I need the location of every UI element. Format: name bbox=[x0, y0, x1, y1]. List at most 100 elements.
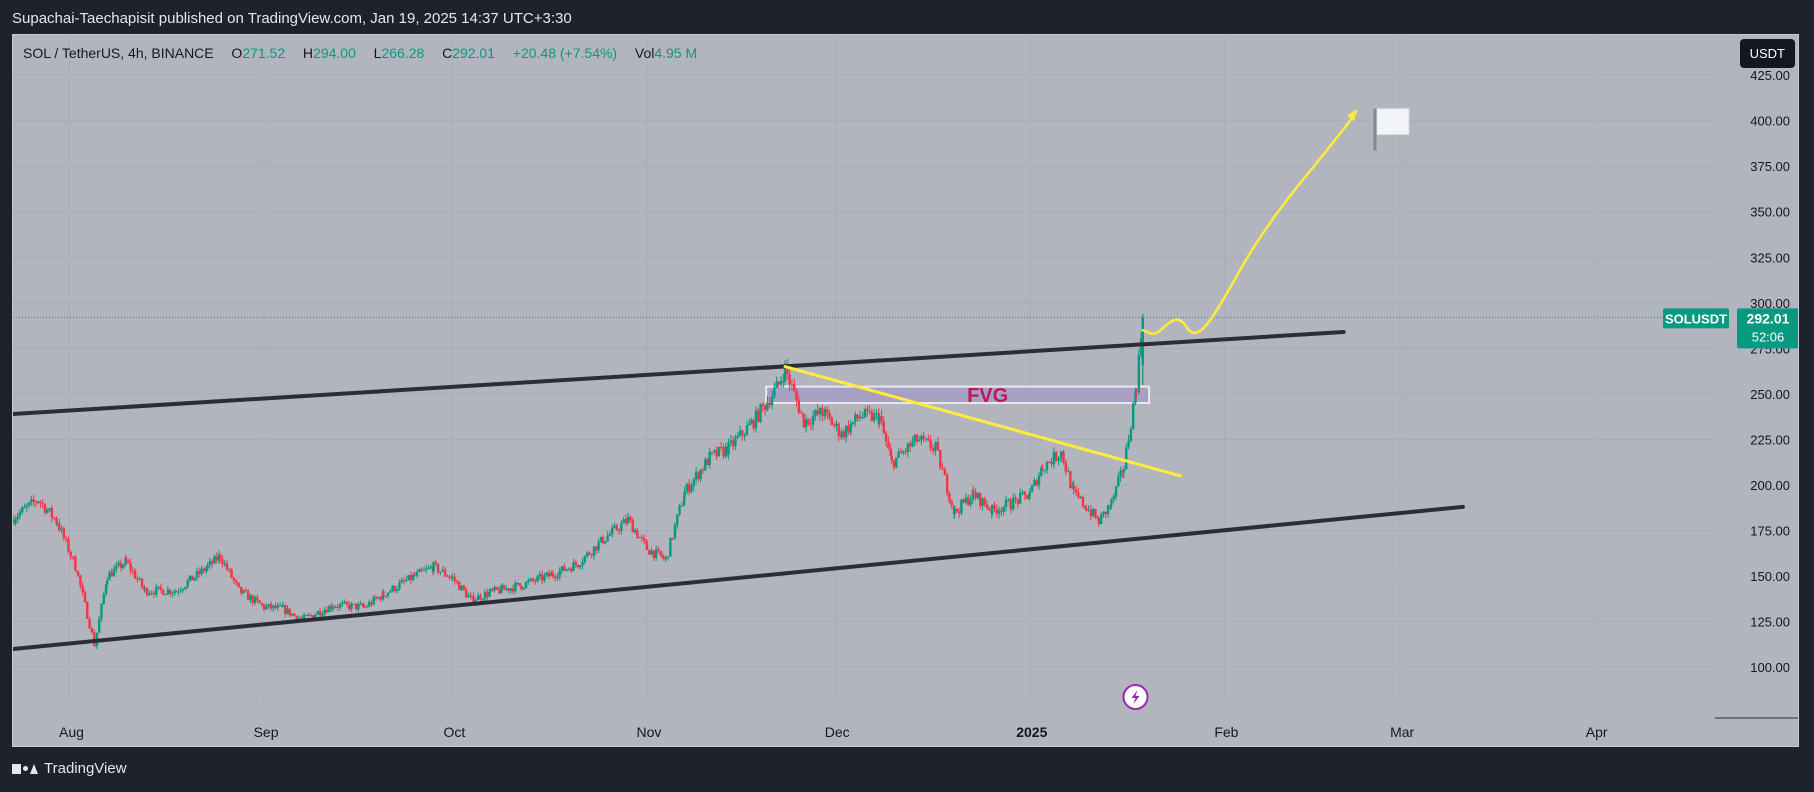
candle-body bbox=[941, 467, 944, 470]
candle-body bbox=[565, 569, 568, 571]
candle-body bbox=[469, 595, 473, 597]
candle-body bbox=[16, 516, 19, 520]
symbol-title[interactable]: SOL / TetherUS, 4h, BINANCE bbox=[23, 45, 214, 61]
candle-body bbox=[750, 420, 753, 424]
candle-body bbox=[713, 450, 716, 452]
candle-body bbox=[1074, 489, 1078, 493]
candle-body bbox=[590, 554, 593, 556]
candle-body bbox=[188, 575, 192, 581]
candle-body bbox=[974, 492, 977, 499]
candle-body bbox=[504, 588, 508, 590]
candle-body bbox=[458, 581, 461, 591]
candle-body bbox=[39, 501, 42, 504]
candle-body bbox=[110, 572, 113, 577]
candle-body bbox=[741, 430, 744, 436]
candle-body bbox=[560, 566, 564, 571]
candle-body bbox=[237, 582, 240, 587]
candle-body bbox=[969, 499, 972, 505]
currency-button[interactable]: USDT bbox=[1739, 39, 1795, 68]
candle-body bbox=[889, 448, 892, 456]
candle-body bbox=[511, 588, 515, 592]
candle-body bbox=[177, 591, 180, 593]
candle-body bbox=[976, 493, 980, 499]
candle-body bbox=[293, 613, 296, 616]
brand-name[interactable]: TradingView bbox=[44, 760, 127, 777]
candle-body bbox=[545, 572, 548, 576]
tradingview-logo-icon[interactable] bbox=[12, 763, 38, 774]
candle-body bbox=[687, 483, 691, 492]
candle-body bbox=[382, 591, 385, 596]
candle-body bbox=[122, 564, 125, 568]
candle-body bbox=[345, 601, 349, 605]
candle-body bbox=[1072, 485, 1075, 490]
candle-body bbox=[218, 554, 222, 560]
candle-body bbox=[759, 404, 762, 422]
candle-body bbox=[844, 425, 848, 438]
candle-body bbox=[768, 402, 771, 406]
candle-body bbox=[225, 563, 229, 570]
chart-pane[interactable]: 100.00 125.00 150.00 175.00 200.00 225.00 250.… bbox=[12, 34, 1799, 747]
candle-body bbox=[547, 572, 551, 577]
y-tick-label: 225.00 bbox=[1750, 432, 1790, 447]
downtrend-line bbox=[783, 365, 1182, 478]
candle-body bbox=[472, 595, 475, 603]
candle-body bbox=[18, 512, 22, 517]
candle-body bbox=[715, 450, 718, 457]
candle-body bbox=[563, 566, 566, 571]
candle-body bbox=[1109, 505, 1112, 507]
candle-body bbox=[1069, 471, 1072, 488]
candle-body bbox=[488, 591, 491, 597]
candle-body bbox=[69, 551, 72, 557]
candle-body bbox=[645, 540, 648, 545]
candle-body bbox=[1030, 485, 1034, 492]
candle-body bbox=[804, 419, 808, 428]
lightning-icon[interactable] bbox=[1122, 684, 1149, 710]
candle-body bbox=[341, 603, 344, 605]
candle-body bbox=[202, 568, 206, 572]
candle-body bbox=[678, 505, 681, 515]
candle-body bbox=[166, 589, 170, 595]
candle-body bbox=[606, 535, 609, 542]
y-tick-label: 175.00 bbox=[1750, 524, 1790, 539]
candle-body bbox=[127, 560, 130, 563]
candle-body bbox=[1117, 477, 1120, 487]
candle-body bbox=[174, 591, 178, 593]
candle-body bbox=[1102, 511, 1105, 515]
candle-body bbox=[64, 537, 68, 540]
low-label: L bbox=[373, 45, 382, 61]
candles bbox=[13, 313, 1144, 650]
y-tick-label: 150.00 bbox=[1750, 569, 1790, 584]
candle-body bbox=[251, 595, 254, 603]
candle-body bbox=[763, 405, 767, 410]
change-value: +20.48 (+7.54%) bbox=[512, 45, 618, 61]
candle-body bbox=[754, 410, 758, 429]
candle-body bbox=[150, 593, 153, 595]
x-tick-label: Dec bbox=[825, 724, 850, 740]
price-chart[interactable]: 100.00 125.00 150.00 175.00 200.00 225.00 250.… bbox=[13, 35, 1799, 747]
candle-body bbox=[1084, 505, 1087, 509]
candle-body bbox=[877, 415, 881, 425]
candle-body bbox=[917, 440, 921, 442]
candle-body bbox=[1085, 508, 1088, 511]
candle-body bbox=[1045, 461, 1049, 471]
candle-body bbox=[795, 391, 798, 401]
candle-body bbox=[950, 501, 953, 506]
candle-body bbox=[786, 363, 789, 375]
y-tick-label: 125.00 bbox=[1750, 615, 1790, 630]
candle-body bbox=[418, 569, 421, 573]
candle-body bbox=[1041, 467, 1044, 471]
candle-body bbox=[265, 606, 268, 610]
candle-body bbox=[90, 628, 94, 633]
candle-body bbox=[464, 589, 468, 598]
y-tick-label: 400.00 bbox=[1750, 114, 1790, 129]
candle-body bbox=[476, 595, 480, 600]
candle-body bbox=[983, 498, 987, 505]
candle-body bbox=[736, 435, 739, 438]
candle-body bbox=[48, 508, 51, 511]
candle-body bbox=[943, 469, 947, 476]
candle-body bbox=[861, 416, 864, 418]
candle-body bbox=[384, 595, 387, 597]
candle-body bbox=[81, 585, 84, 593]
candle-body bbox=[931, 448, 935, 451]
candle-body bbox=[295, 615, 298, 621]
